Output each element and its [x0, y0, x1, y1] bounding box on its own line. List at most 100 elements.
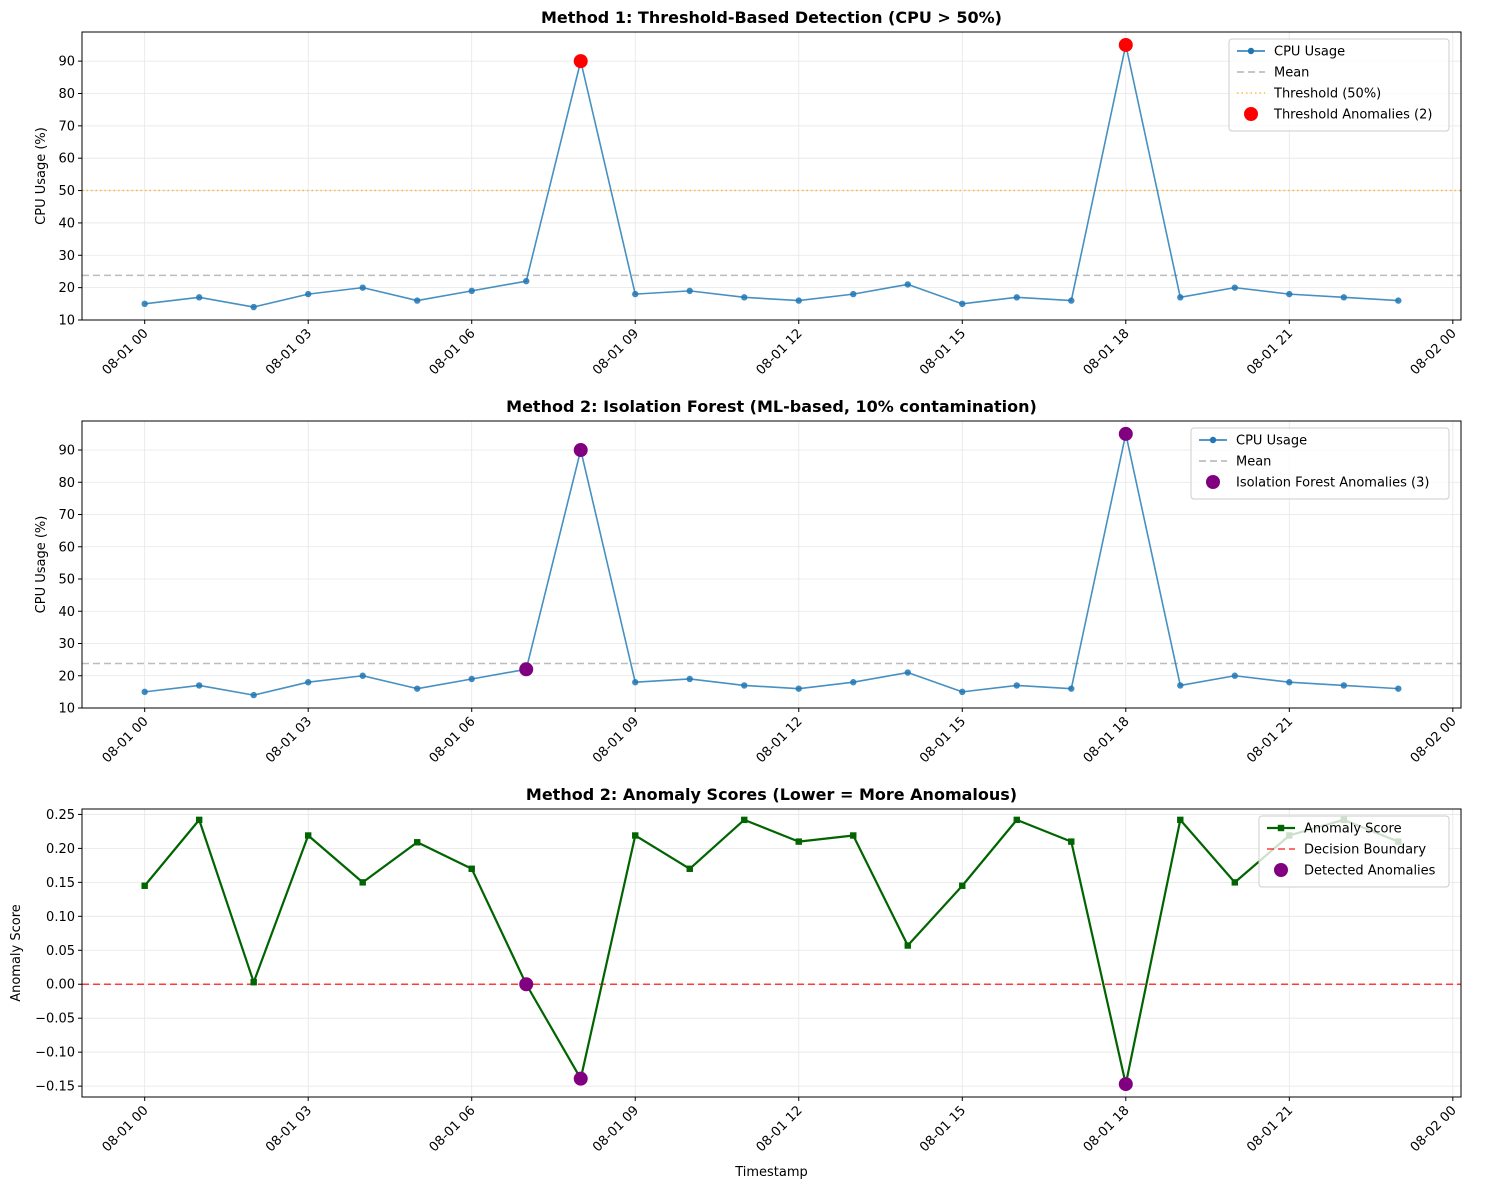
- chart-title: Method 2: Isolation Forest (ML-based, 10…: [506, 397, 1037, 416]
- data-point: [414, 839, 421, 846]
- data-point: [304, 290, 312, 298]
- data-point: [1395, 685, 1402, 692]
- data-point: [523, 277, 530, 285]
- data-point: [1068, 838, 1075, 845]
- anomaly-marker: [1118, 426, 1133, 441]
- x-axis-label: Timestamp: [734, 1165, 808, 1180]
- legend-label: Threshold (50%): [1273, 87, 1381, 102]
- series-line-cpu-usage: [144, 44, 1399, 308]
- data-point: [632, 290, 639, 298]
- y-tick-label: 80: [58, 476, 75, 491]
- legend-label: CPU Usage: [1236, 434, 1307, 449]
- legend-label: Anomaly Score: [1304, 822, 1402, 837]
- data-point: [1013, 294, 1020, 301]
- series-line-anomaly-score: [143, 818, 1399, 1086]
- data-point: [959, 300, 966, 308]
- y-tick-label: 0.15: [46, 876, 75, 891]
- legend-box: [1258, 815, 1450, 888]
- legend-swatch-marker: [1209, 436, 1217, 444]
- y-tick-label: 0.20: [46, 842, 75, 857]
- data-point: [414, 297, 421, 304]
- data-point: [1340, 682, 1348, 689]
- data-point: [414, 685, 421, 692]
- y-tick-label: 20: [58, 669, 75, 684]
- anomaly-marker: [1118, 37, 1133, 52]
- data-point: [959, 882, 966, 889]
- data-point: [468, 865, 475, 872]
- anomaly-marker: [573, 1071, 588, 1086]
- y-tick-label: 50: [58, 184, 75, 199]
- data-point: [359, 879, 366, 886]
- data-point: [850, 679, 857, 686]
- data-point: [795, 838, 802, 845]
- data-point: [250, 691, 257, 699]
- data-point: [1068, 297, 1075, 304]
- data-point: [1177, 816, 1184, 824]
- data-point: [304, 832, 312, 839]
- data-point: [195, 816, 203, 824]
- data-point: [686, 675, 693, 683]
- axes-frame: [81, 420, 1462, 709]
- data-point: [1231, 672, 1239, 679]
- legend: CPU Usage Mean Isolation Forest Anomalies …: [1190, 427, 1450, 500]
- y-tick-label: −0.10: [35, 1046, 75, 1061]
- data-point: [1231, 879, 1239, 886]
- y-tick-label: 30: [58, 637, 75, 652]
- data-point: [632, 679, 639, 686]
- legend-swatch-marker: [1274, 863, 1288, 877]
- anomaly-marker: [573, 443, 588, 458]
- data-point: [850, 832, 857, 839]
- legend-box: [1190, 427, 1450, 500]
- data-point: [1013, 682, 1020, 689]
- data-point: [741, 682, 748, 689]
- data-point: [1286, 290, 1293, 298]
- y-tick-label: 70: [58, 119, 75, 134]
- y-tick-label: 0.25: [46, 808, 75, 823]
- data-point: [904, 942, 911, 949]
- data-point: [359, 672, 366, 679]
- legend: Anomaly Score Decision Boundary Detected A…: [1258, 815, 1450, 888]
- legend-swatch-marker: [1247, 47, 1255, 55]
- legend-swatch-marker: [1206, 475, 1220, 489]
- series-line-cpu-usage: [144, 433, 1399, 696]
- data-point: [1286, 679, 1293, 686]
- anomaly-marker: [519, 662, 534, 677]
- data-point: [795, 685, 802, 692]
- legend-box: [1228, 38, 1450, 132]
- y-tick-label: 40: [58, 605, 75, 620]
- y-tick-label: 50: [58, 573, 75, 588]
- y-tick-label: 60: [58, 540, 75, 555]
- data-point: [195, 682, 203, 689]
- data-point: [1231, 284, 1239, 291]
- y-tick-label: 30: [58, 249, 75, 264]
- data-point: [850, 290, 857, 298]
- axes-frame: [81, 31, 1462, 321]
- y-tick-label: 90: [58, 55, 75, 70]
- data-point: [1068, 685, 1075, 692]
- data-point: [904, 669, 911, 676]
- legend-label: Threshold Anomalies (2): [1273, 108, 1432, 123]
- y-tick-label: 20: [58, 281, 75, 296]
- data-point: [141, 300, 148, 308]
- data-point: [304, 679, 312, 686]
- y-tick-label: 80: [58, 87, 75, 102]
- axes-frame: [81, 808, 1462, 1098]
- data-point: [795, 297, 802, 304]
- legend-swatch-marker: [1277, 824, 1285, 832]
- y-tick-label: 70: [58, 508, 75, 523]
- legend-label: Decision Boundary: [1304, 843, 1426, 858]
- y-tick-label: 0.05: [46, 944, 75, 959]
- anomaly-marker: [573, 54, 588, 69]
- y-tick-label: 10: [58, 702, 75, 717]
- data-point: [904, 281, 911, 288]
- anomaly-marker: [519, 977, 534, 992]
- y-tick-label: −0.05: [35, 1012, 75, 1027]
- legend-swatch-marker: [1244, 107, 1258, 121]
- data-point: [141, 882, 148, 889]
- data-point: [741, 816, 748, 824]
- data-point: [195, 294, 203, 301]
- legend-label: Isolation Forest Anomalies (3): [1236, 476, 1429, 491]
- data-point: [1177, 682, 1184, 689]
- y-axis-label: CPU Usage (%): [34, 127, 49, 225]
